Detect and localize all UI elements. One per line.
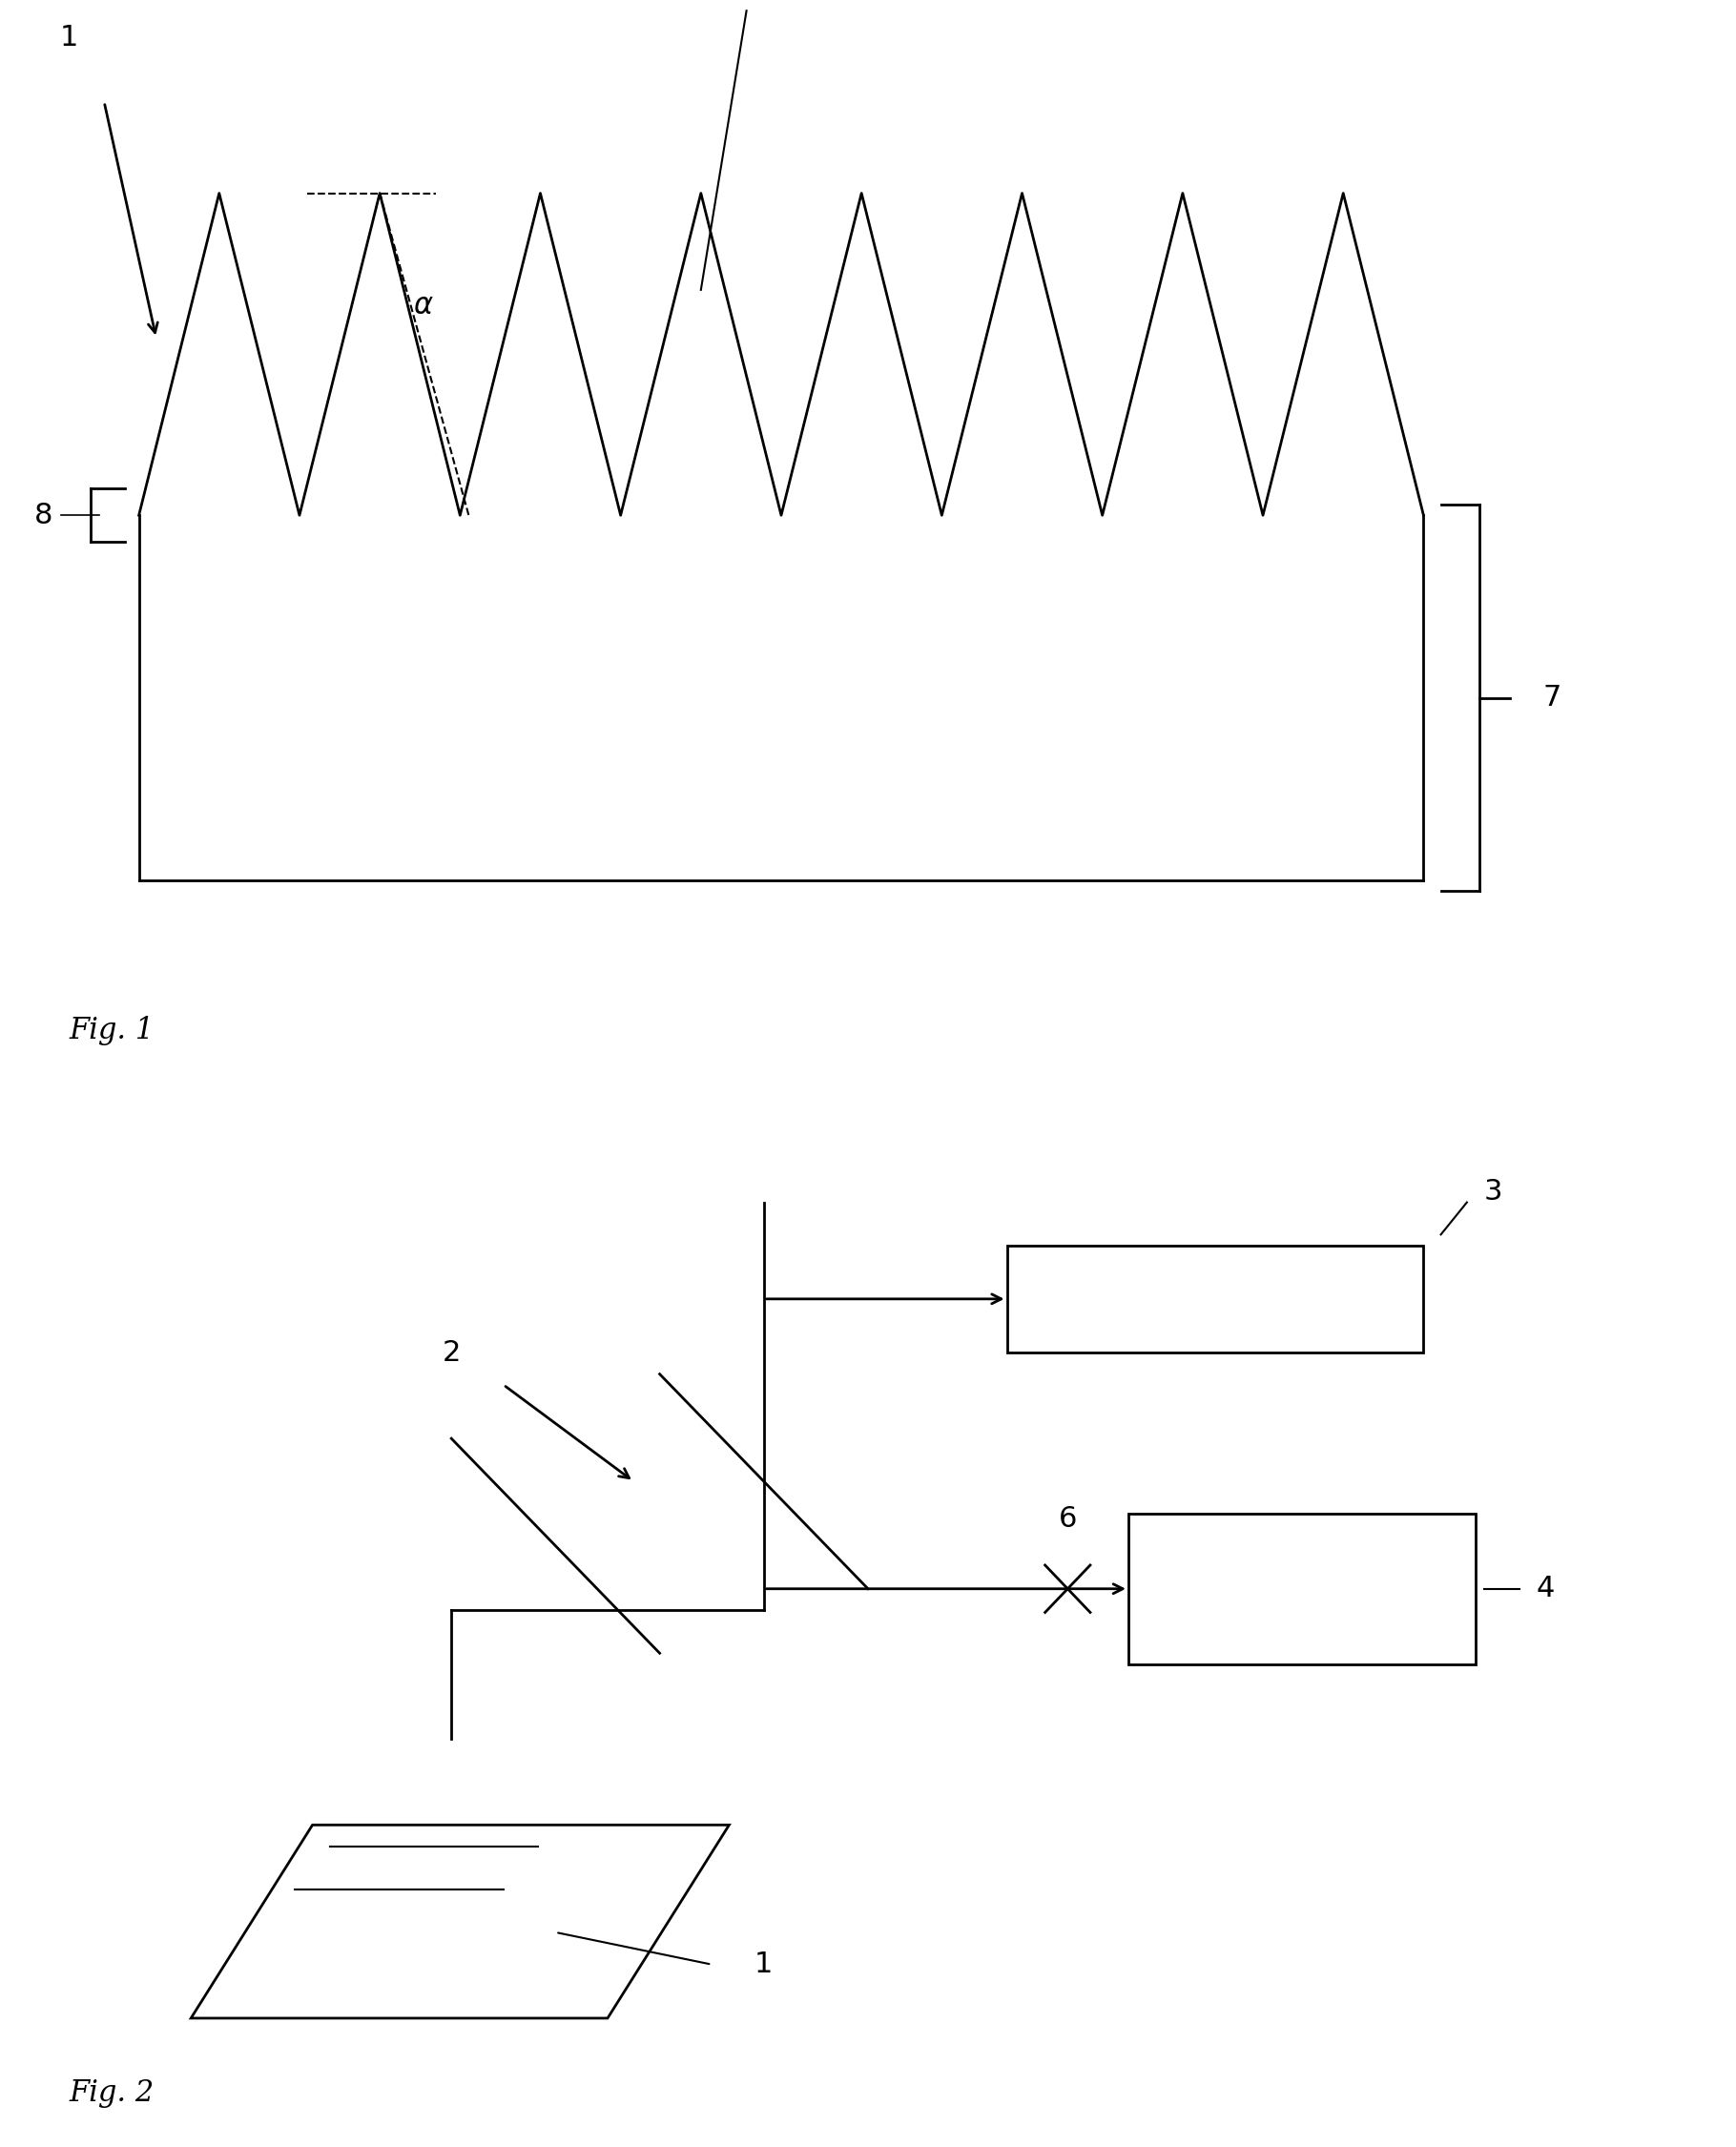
Text: 7: 7 [1543, 685, 1561, 711]
Text: 6: 6 [1059, 1505, 1076, 1533]
Bar [1128, 1514, 1476, 1664]
Text: 5: 5 [781, 0, 799, 2]
Text: $\alpha$: $\alpha$ [413, 292, 434, 320]
Polygon shape [191, 1825, 729, 2018]
Text: 4: 4 [1536, 1576, 1554, 1602]
Text: 1: 1 [61, 24, 78, 52]
Text: Fig. 1: Fig. 1 [69, 1016, 155, 1046]
Text: 3: 3 [1484, 1179, 1502, 1204]
Bar [1007, 1245, 1424, 1353]
Text: 8: 8 [35, 502, 52, 528]
Text: 1: 1 [755, 1952, 773, 1977]
Text: Fig. 2: Fig. 2 [69, 2078, 155, 2108]
Text: 2: 2 [443, 1340, 460, 1365]
